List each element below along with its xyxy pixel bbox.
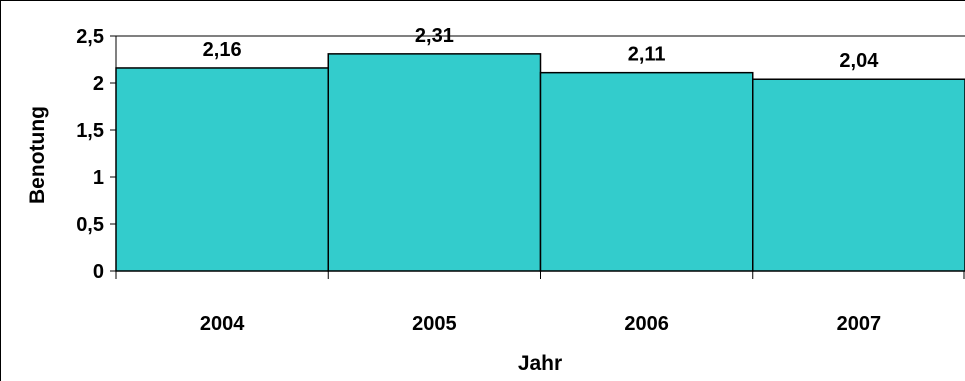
- data-labels: 2,16 2,31 2,11 2,04: [203, 25, 880, 72]
- x-tick-label-2006: 2006: [624, 313, 669, 335]
- bars: [115, 53, 965, 272]
- y-tick-label: 2: [93, 73, 104, 95]
- x-tick-label-2005: 2005: [412, 313, 457, 335]
- y-tick-label: 1: [93, 167, 104, 189]
- bar-2005: [327, 53, 542, 272]
- bar-2007: [752, 78, 965, 272]
- x-tick-label-2007: 2007: [837, 313, 882, 335]
- data-label-2006: 2,11: [628, 44, 666, 66]
- bar-2004: [115, 67, 329, 272]
- data-label-2005: 2,31: [415, 25, 454, 47]
- x-axis-title: Jahr: [518, 352, 562, 375]
- y-tick-label: 2,5: [76, 26, 104, 48]
- axes: [110, 35, 965, 279]
- x-tick-label-2004: 2004: [200, 313, 245, 335]
- y-tick-label: 1,5: [76, 120, 104, 142]
- y-tick-label: 0,5: [76, 214, 104, 236]
- y-tick-label: 0: [93, 261, 104, 283]
- data-label-2007: 2,04: [839, 50, 879, 72]
- data-label-2004: 2,16: [203, 39, 242, 61]
- bar-2006: [539, 71, 754, 272]
- x-tick-labels: 2004 2005 2006 2007: [200, 313, 881, 335]
- y-tick-labels: 0 0,5 1 1,5 2 2,5: [76, 26, 104, 283]
- y-axis-title: Benotung: [26, 106, 49, 204]
